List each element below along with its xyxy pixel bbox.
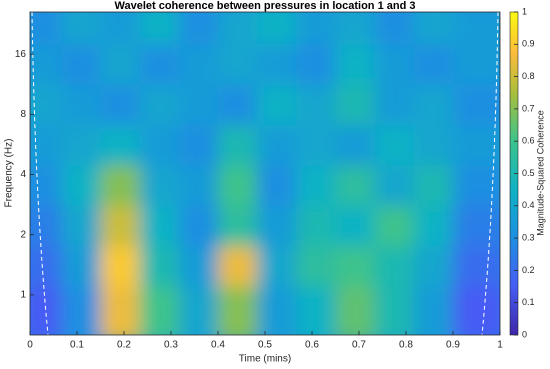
- x-tick-label: 1: [497, 340, 503, 351]
- y-tick-label: 4: [20, 169, 26, 180]
- cone-of-influence: [31, 12, 499, 335]
- coi-right: [481, 12, 499, 335]
- heatmap-cell: [453, 286, 500, 335]
- x-tick-label: 0.2: [117, 340, 131, 351]
- y-axis-label: Frequency (Hz): [4, 139, 15, 208]
- colorbar-tick-label: 0.9: [522, 39, 535, 49]
- colorbar-tick-label: 0.5: [522, 168, 535, 178]
- colorbar-label: Magnitude-Squared Coherence: [535, 110, 545, 236]
- x-axis-label: Time (mins): [239, 354, 291, 365]
- x-tick-label: 0.7: [352, 340, 366, 351]
- chart-title: Wavelet coherence between pressures in l…: [115, 0, 416, 12]
- y-tick-label: 1: [20, 290, 26, 301]
- x-tick-label: 0.3: [164, 340, 178, 351]
- colorbar-tick-label: 0.8: [522, 71, 535, 81]
- y-tick-label: 2: [20, 229, 26, 240]
- colorbar-tick-label: 0.7: [522, 103, 535, 113]
- heatmap: [30, 12, 500, 335]
- y-tick-label: 8: [20, 109, 26, 120]
- colorbar-tick-label: 1: [522, 6, 527, 16]
- x-tick-label: 0.4: [211, 340, 225, 351]
- x-tick-label: 0.1: [70, 340, 84, 351]
- colorbar-tick-label: 0.4: [522, 200, 535, 210]
- colorbar-tick-label: 0.3: [522, 232, 535, 242]
- colorbar-tick-label: 0.6: [522, 136, 535, 146]
- x-tick-label: 0: [27, 340, 33, 351]
- x-tick-label: 0.6: [305, 340, 319, 351]
- y-tick-label: 16: [15, 49, 27, 60]
- x-tick-label: 0.5: [258, 340, 272, 351]
- x-tick-label: 0.9: [446, 340, 460, 351]
- colorbar-tick-label: 0.2: [522, 265, 535, 275]
- x-tick-label: 0.8: [399, 340, 413, 351]
- coi-left: [31, 12, 49, 335]
- colorbar-tick-label: 0.1: [522, 297, 535, 307]
- colorbar-tick-label: 0: [522, 329, 527, 339]
